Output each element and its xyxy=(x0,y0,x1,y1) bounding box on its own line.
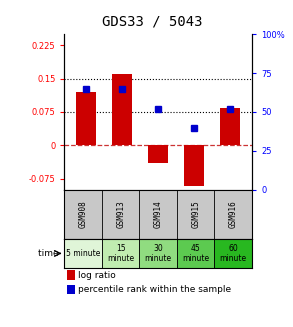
Bar xyxy=(102,239,139,268)
Bar xyxy=(184,145,204,186)
Bar xyxy=(214,239,252,268)
Text: 60
minute: 60 minute xyxy=(220,244,247,263)
Text: log ratio: log ratio xyxy=(78,270,115,280)
Text: 45
minute: 45 minute xyxy=(182,244,209,263)
Text: percentile rank within the sample: percentile rank within the sample xyxy=(78,285,231,294)
Bar xyxy=(148,145,168,163)
Text: GSM914: GSM914 xyxy=(154,200,163,228)
Bar xyxy=(139,239,177,268)
Bar xyxy=(76,92,96,145)
Bar xyxy=(64,239,102,268)
Text: 30
minute: 30 minute xyxy=(145,244,172,263)
Text: time: time xyxy=(38,249,62,258)
Text: GDS33 / 5043: GDS33 / 5043 xyxy=(102,15,203,29)
Text: 5 minute: 5 minute xyxy=(66,249,100,258)
Text: GSM908: GSM908 xyxy=(79,200,88,228)
Text: GSM916: GSM916 xyxy=(229,200,238,228)
Bar xyxy=(177,239,214,268)
Bar xyxy=(112,74,132,145)
Text: GSM915: GSM915 xyxy=(191,200,200,228)
Text: GSM913: GSM913 xyxy=(116,200,125,228)
Bar xyxy=(220,108,240,145)
Text: 15
minute: 15 minute xyxy=(107,244,134,263)
